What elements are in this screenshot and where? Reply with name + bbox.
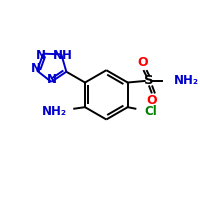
Text: N: N <box>47 73 57 86</box>
Text: NH₂: NH₂ <box>174 74 199 87</box>
Text: O: O <box>146 95 157 108</box>
Text: S: S <box>144 74 154 87</box>
Text: Cl: Cl <box>145 105 157 118</box>
Text: N: N <box>36 49 46 62</box>
Text: NH₂: NH₂ <box>42 105 67 118</box>
Text: N: N <box>31 62 41 75</box>
Text: NH: NH <box>53 49 73 62</box>
Text: O: O <box>138 56 148 69</box>
